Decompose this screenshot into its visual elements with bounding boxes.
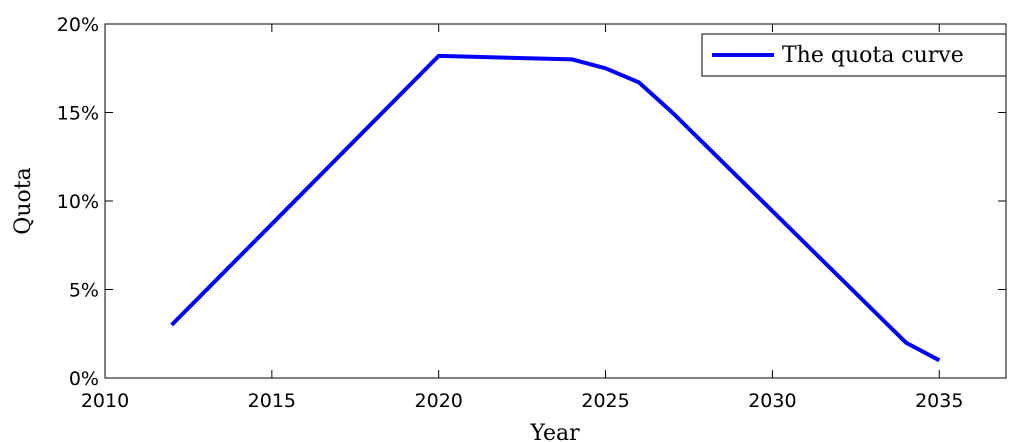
- x-tick-label: 2025: [581, 390, 629, 412]
- x-tick-label: 2035: [915, 390, 963, 412]
- x-tick-label: 2015: [248, 390, 296, 412]
- y-tick-label: 0%: [69, 368, 99, 390]
- y-axis-label: Quota: [11, 167, 36, 234]
- x-tick-label: 2030: [748, 390, 796, 412]
- x-axis-label: Year: [529, 421, 580, 442]
- y-tick-label: 20%: [57, 14, 99, 36]
- y-tick-label: 10%: [57, 191, 99, 213]
- plot-frame: [104, 23, 1007, 379]
- x-tick-label: 2010: [81, 390, 129, 412]
- series-layer: [170, 53, 941, 363]
- legend-label: The quota curve: [782, 43, 964, 68]
- series-line-0: [170, 53, 941, 363]
- y-tick-label: 5%: [69, 280, 99, 302]
- y-tick-label: 15%: [57, 103, 99, 125]
- legend: The quota curve: [701, 33, 1007, 77]
- x-tick-label: 2020: [415, 390, 463, 412]
